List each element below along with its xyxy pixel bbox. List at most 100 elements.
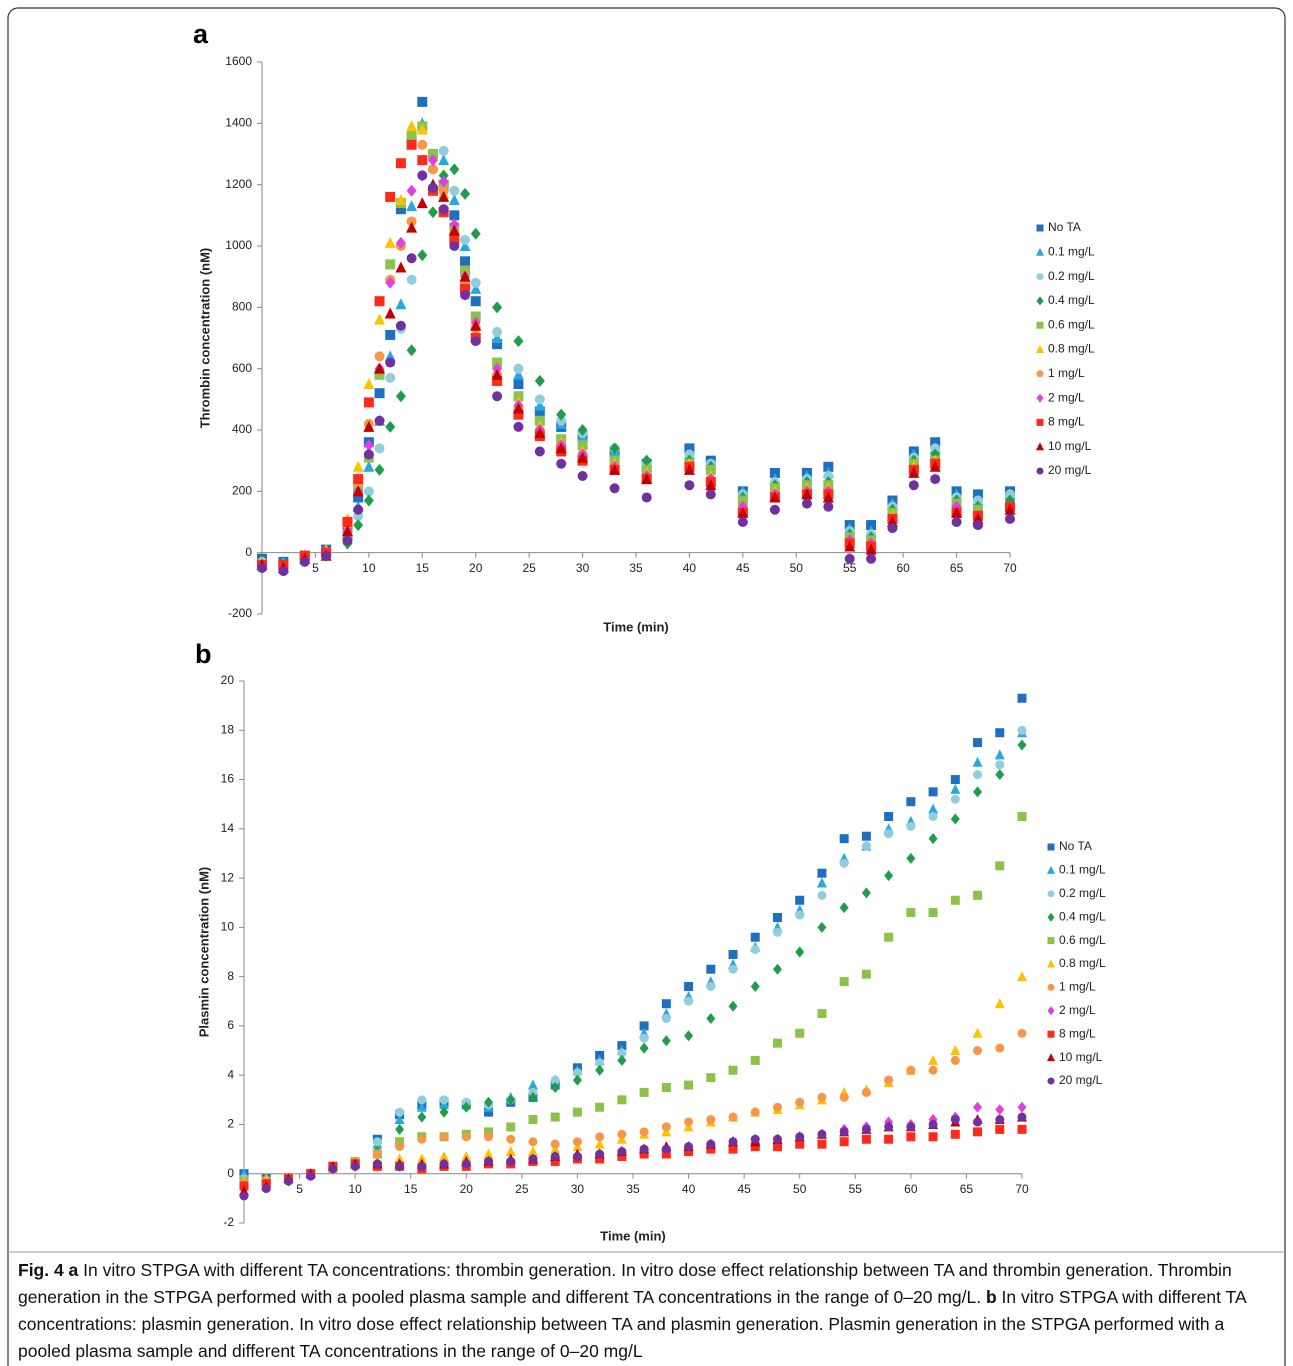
data-point xyxy=(470,336,481,347)
data-point xyxy=(639,1127,649,1137)
data-point xyxy=(341,525,353,537)
legend-marker xyxy=(1047,912,1055,922)
panel-label: a xyxy=(193,19,209,49)
data-point xyxy=(374,369,385,380)
data-point xyxy=(617,1048,627,1058)
data-point xyxy=(951,517,962,527)
data-point xyxy=(839,858,849,868)
data-point xyxy=(506,1156,516,1166)
data-point xyxy=(844,540,856,552)
legend-marker xyxy=(1047,983,1055,991)
data-point xyxy=(550,1075,560,1085)
data-point xyxy=(406,200,418,212)
data-point xyxy=(406,120,418,132)
data-point xyxy=(484,1096,494,1108)
data-point xyxy=(439,1150,450,1161)
data-point xyxy=(257,563,267,573)
data-point xyxy=(928,1119,938,1129)
legend-label: 0.8 mg/L xyxy=(1048,342,1095,356)
data-point xyxy=(737,500,748,513)
data-point xyxy=(973,770,983,780)
data-point xyxy=(609,483,620,494)
data-point xyxy=(492,357,503,368)
data-point xyxy=(861,887,871,899)
y-tick-label: 14 xyxy=(221,821,235,835)
data-point xyxy=(492,391,503,402)
data-point xyxy=(534,406,545,417)
data-point xyxy=(492,375,503,386)
data-point xyxy=(417,170,428,181)
data-point xyxy=(417,1161,427,1171)
data-point xyxy=(506,1094,516,1106)
data-point xyxy=(861,1134,871,1144)
data-point xyxy=(492,362,503,375)
data-point xyxy=(641,454,652,467)
data-point xyxy=(506,1122,516,1132)
x-tick-label: 65 xyxy=(950,561,964,575)
data-point xyxy=(973,1127,983,1137)
legend-label: 10 mg/L xyxy=(1059,1050,1103,1064)
data-point xyxy=(406,216,417,227)
y-tick-label: 0 xyxy=(245,545,252,559)
data-point xyxy=(484,1127,494,1137)
data-point xyxy=(439,1132,449,1142)
data-point xyxy=(513,391,524,402)
data-point xyxy=(594,1138,605,1149)
x-tick-label: 10 xyxy=(362,561,376,575)
data-point xyxy=(448,194,460,205)
data-point xyxy=(449,234,460,245)
data-point xyxy=(550,1156,560,1166)
data-point xyxy=(995,760,1005,770)
data-point xyxy=(728,949,738,959)
x-tick-label: 5 xyxy=(296,1182,303,1196)
data-point xyxy=(283,1176,293,1186)
data-point xyxy=(750,945,760,955)
data-point xyxy=(972,495,983,506)
data-point xyxy=(617,1151,627,1161)
data-point xyxy=(884,1075,894,1085)
data-point xyxy=(795,946,805,958)
data-point xyxy=(706,1073,716,1083)
data-point xyxy=(995,1115,1005,1125)
data-point xyxy=(395,1137,405,1147)
data-point xyxy=(639,1144,649,1154)
data-point xyxy=(460,234,471,245)
data-point xyxy=(449,241,460,251)
data-point xyxy=(728,964,738,974)
data-point xyxy=(505,1146,516,1157)
legend-label: 20 mg/L xyxy=(1059,1073,1103,1087)
legend-marker xyxy=(1036,418,1044,426)
data-point xyxy=(534,374,545,387)
data-point xyxy=(417,96,428,107)
data-point xyxy=(1017,1112,1027,1122)
data-point xyxy=(950,1045,961,1056)
data-point xyxy=(363,420,375,432)
data-point xyxy=(372,1159,382,1169)
data-point xyxy=(823,461,834,472)
legend-label: 0.6 mg/L xyxy=(1059,933,1106,947)
x-tick-label: 55 xyxy=(843,561,857,575)
data-point xyxy=(572,1068,582,1078)
data-point xyxy=(795,1132,805,1142)
data-point xyxy=(363,449,374,460)
data-point xyxy=(528,1137,538,1147)
data-point xyxy=(950,813,960,825)
data-point xyxy=(577,471,588,481)
x-axis-title: Time (min) xyxy=(600,1228,666,1243)
data-point xyxy=(839,1127,849,1137)
data-point xyxy=(950,1129,960,1139)
data-point xyxy=(973,738,983,748)
data-point xyxy=(513,409,524,420)
data-point xyxy=(427,154,438,167)
data-point xyxy=(884,870,894,882)
data-point xyxy=(406,344,417,357)
data-point xyxy=(439,1159,449,1169)
data-point xyxy=(995,769,1005,781)
data-point xyxy=(617,1147,627,1157)
legend-label: 10 mg/L xyxy=(1048,439,1092,453)
data-point xyxy=(866,553,877,564)
data-point xyxy=(750,932,760,942)
data-point xyxy=(737,506,749,518)
data-point xyxy=(928,803,939,814)
